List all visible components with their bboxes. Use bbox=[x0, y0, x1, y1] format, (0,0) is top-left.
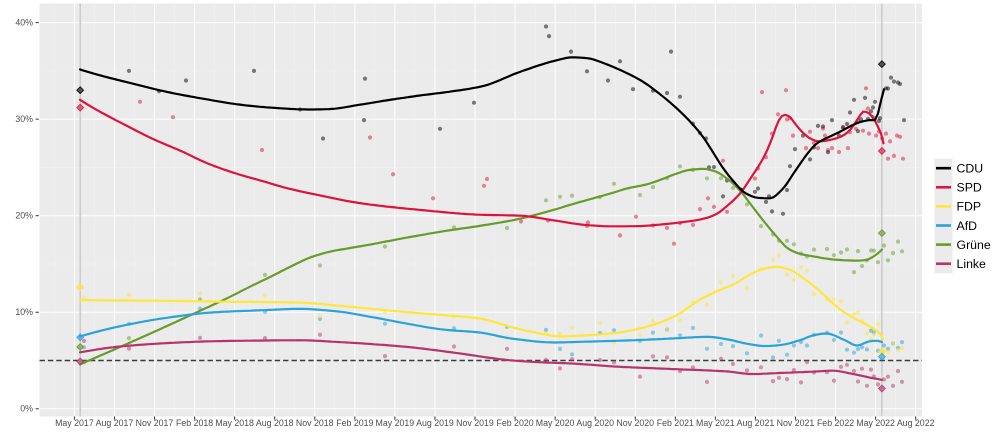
svg-text:0%: 0% bbox=[20, 404, 33, 414]
svg-text:Nov 2021: Nov 2021 bbox=[777, 418, 815, 428]
svg-text:40%: 40% bbox=[15, 17, 33, 27]
svg-text:Feb 2018: Feb 2018 bbox=[176, 418, 213, 428]
svg-text:SPD: SPD bbox=[957, 181, 982, 195]
svg-text:Aug 2018: Aug 2018 bbox=[256, 418, 294, 428]
svg-text:Linke: Linke bbox=[957, 257, 987, 271]
svg-text:FDP: FDP bbox=[957, 200, 982, 214]
svg-text:Feb 2022: Feb 2022 bbox=[817, 418, 854, 428]
svg-text:Aug 2020: Aug 2020 bbox=[576, 418, 614, 428]
svg-text:Aug 2017: Aug 2017 bbox=[96, 418, 134, 428]
svg-text:Nov 2020: Nov 2020 bbox=[616, 418, 654, 428]
svg-text:Feb 2019: Feb 2019 bbox=[336, 418, 373, 428]
svg-text:Feb 2020: Feb 2020 bbox=[496, 418, 533, 428]
svg-text:May 2020: May 2020 bbox=[536, 418, 575, 428]
svg-text:May 2021: May 2021 bbox=[696, 418, 735, 428]
svg-text:Nov 2019: Nov 2019 bbox=[456, 418, 494, 428]
svg-text:Nov 2018: Nov 2018 bbox=[296, 418, 334, 428]
svg-text:AfD: AfD bbox=[957, 219, 978, 233]
svg-text:May 2018: May 2018 bbox=[215, 418, 254, 428]
svg-text:Grüne: Grüne bbox=[957, 238, 991, 252]
svg-text:CDU: CDU bbox=[957, 161, 984, 175]
svg-text:30%: 30% bbox=[15, 114, 33, 124]
svg-text:May 2017: May 2017 bbox=[55, 418, 94, 428]
svg-text:Feb 2021: Feb 2021 bbox=[657, 418, 694, 428]
svg-text:10%: 10% bbox=[15, 307, 33, 317]
svg-text:May 2022: May 2022 bbox=[856, 418, 895, 428]
svg-text:May 2019: May 2019 bbox=[376, 418, 415, 428]
svg-text:Aug 2021: Aug 2021 bbox=[737, 418, 775, 428]
svg-text:Aug 2022: Aug 2022 bbox=[897, 418, 935, 428]
svg-text:20%: 20% bbox=[15, 211, 33, 221]
svg-text:Nov 2017: Nov 2017 bbox=[136, 418, 174, 428]
svg-text:Aug 2019: Aug 2019 bbox=[416, 418, 454, 428]
